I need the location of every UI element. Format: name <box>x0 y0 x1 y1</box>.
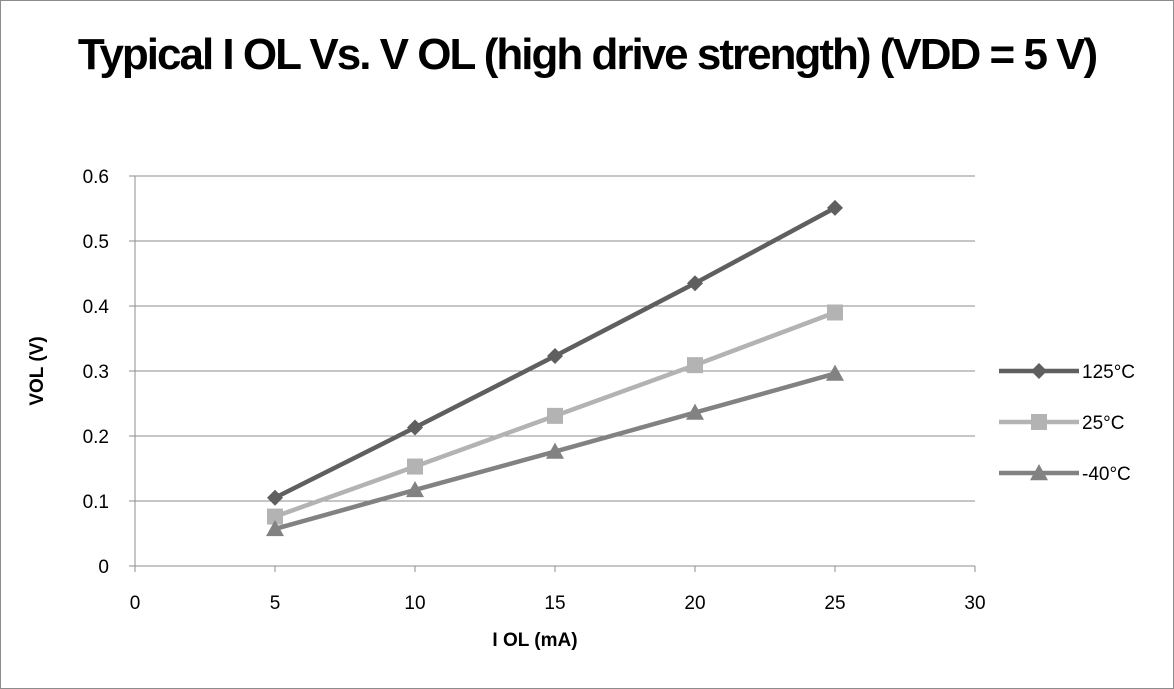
data-point <box>406 480 424 498</box>
data-point <box>547 407 563 424</box>
data-point <box>267 508 283 525</box>
data-point <box>547 348 563 365</box>
data-point <box>266 519 284 537</box>
data-point <box>407 419 423 436</box>
data-point <box>687 275 703 292</box>
y-tick-label: 0.5 <box>83 232 109 253</box>
data-point <box>826 364 844 381</box>
x-tick-label: 30 <box>964 593 985 614</box>
y-axis-title: VOL (V) <box>27 336 48 405</box>
x-tick-label: 10 <box>404 593 425 614</box>
data-point <box>827 304 843 321</box>
data-point <box>267 489 283 506</box>
y-tick-label: 0.4 <box>83 297 110 318</box>
legend-label: 125°C <box>1082 362 1135 383</box>
x-tick-label: 0 <box>130 593 141 614</box>
y-tick-label: 0.6 <box>83 167 109 188</box>
x-tick-label: 15 <box>544 593 565 614</box>
data-point <box>686 403 704 420</box>
x-tick-label: 5 <box>270 593 281 614</box>
data-point <box>546 442 564 459</box>
x-axis-title: I OL (mA) <box>492 630 577 651</box>
x-tick-label: 20 <box>684 593 705 614</box>
y-tick-label: 0.1 <box>83 492 109 513</box>
y-tick-label: 0.2 <box>83 427 109 448</box>
x-tick-label: 25 <box>824 593 845 614</box>
legend-label: 25°C <box>1082 413 1124 434</box>
y-tick-label: 0 <box>98 557 109 578</box>
data-point <box>827 199 843 216</box>
legend-marker <box>1031 414 1047 430</box>
data-point <box>407 458 423 475</box>
data-point <box>687 357 703 374</box>
y-tick-label: 0.3 <box>83 362 109 383</box>
legend-marker <box>1031 363 1047 379</box>
legend-label: -40°C <box>1082 464 1131 485</box>
legend-marker <box>1030 464 1048 481</box>
chart-title: Typical I OL Vs. V OL (high drive streng… <box>77 30 1098 79</box>
